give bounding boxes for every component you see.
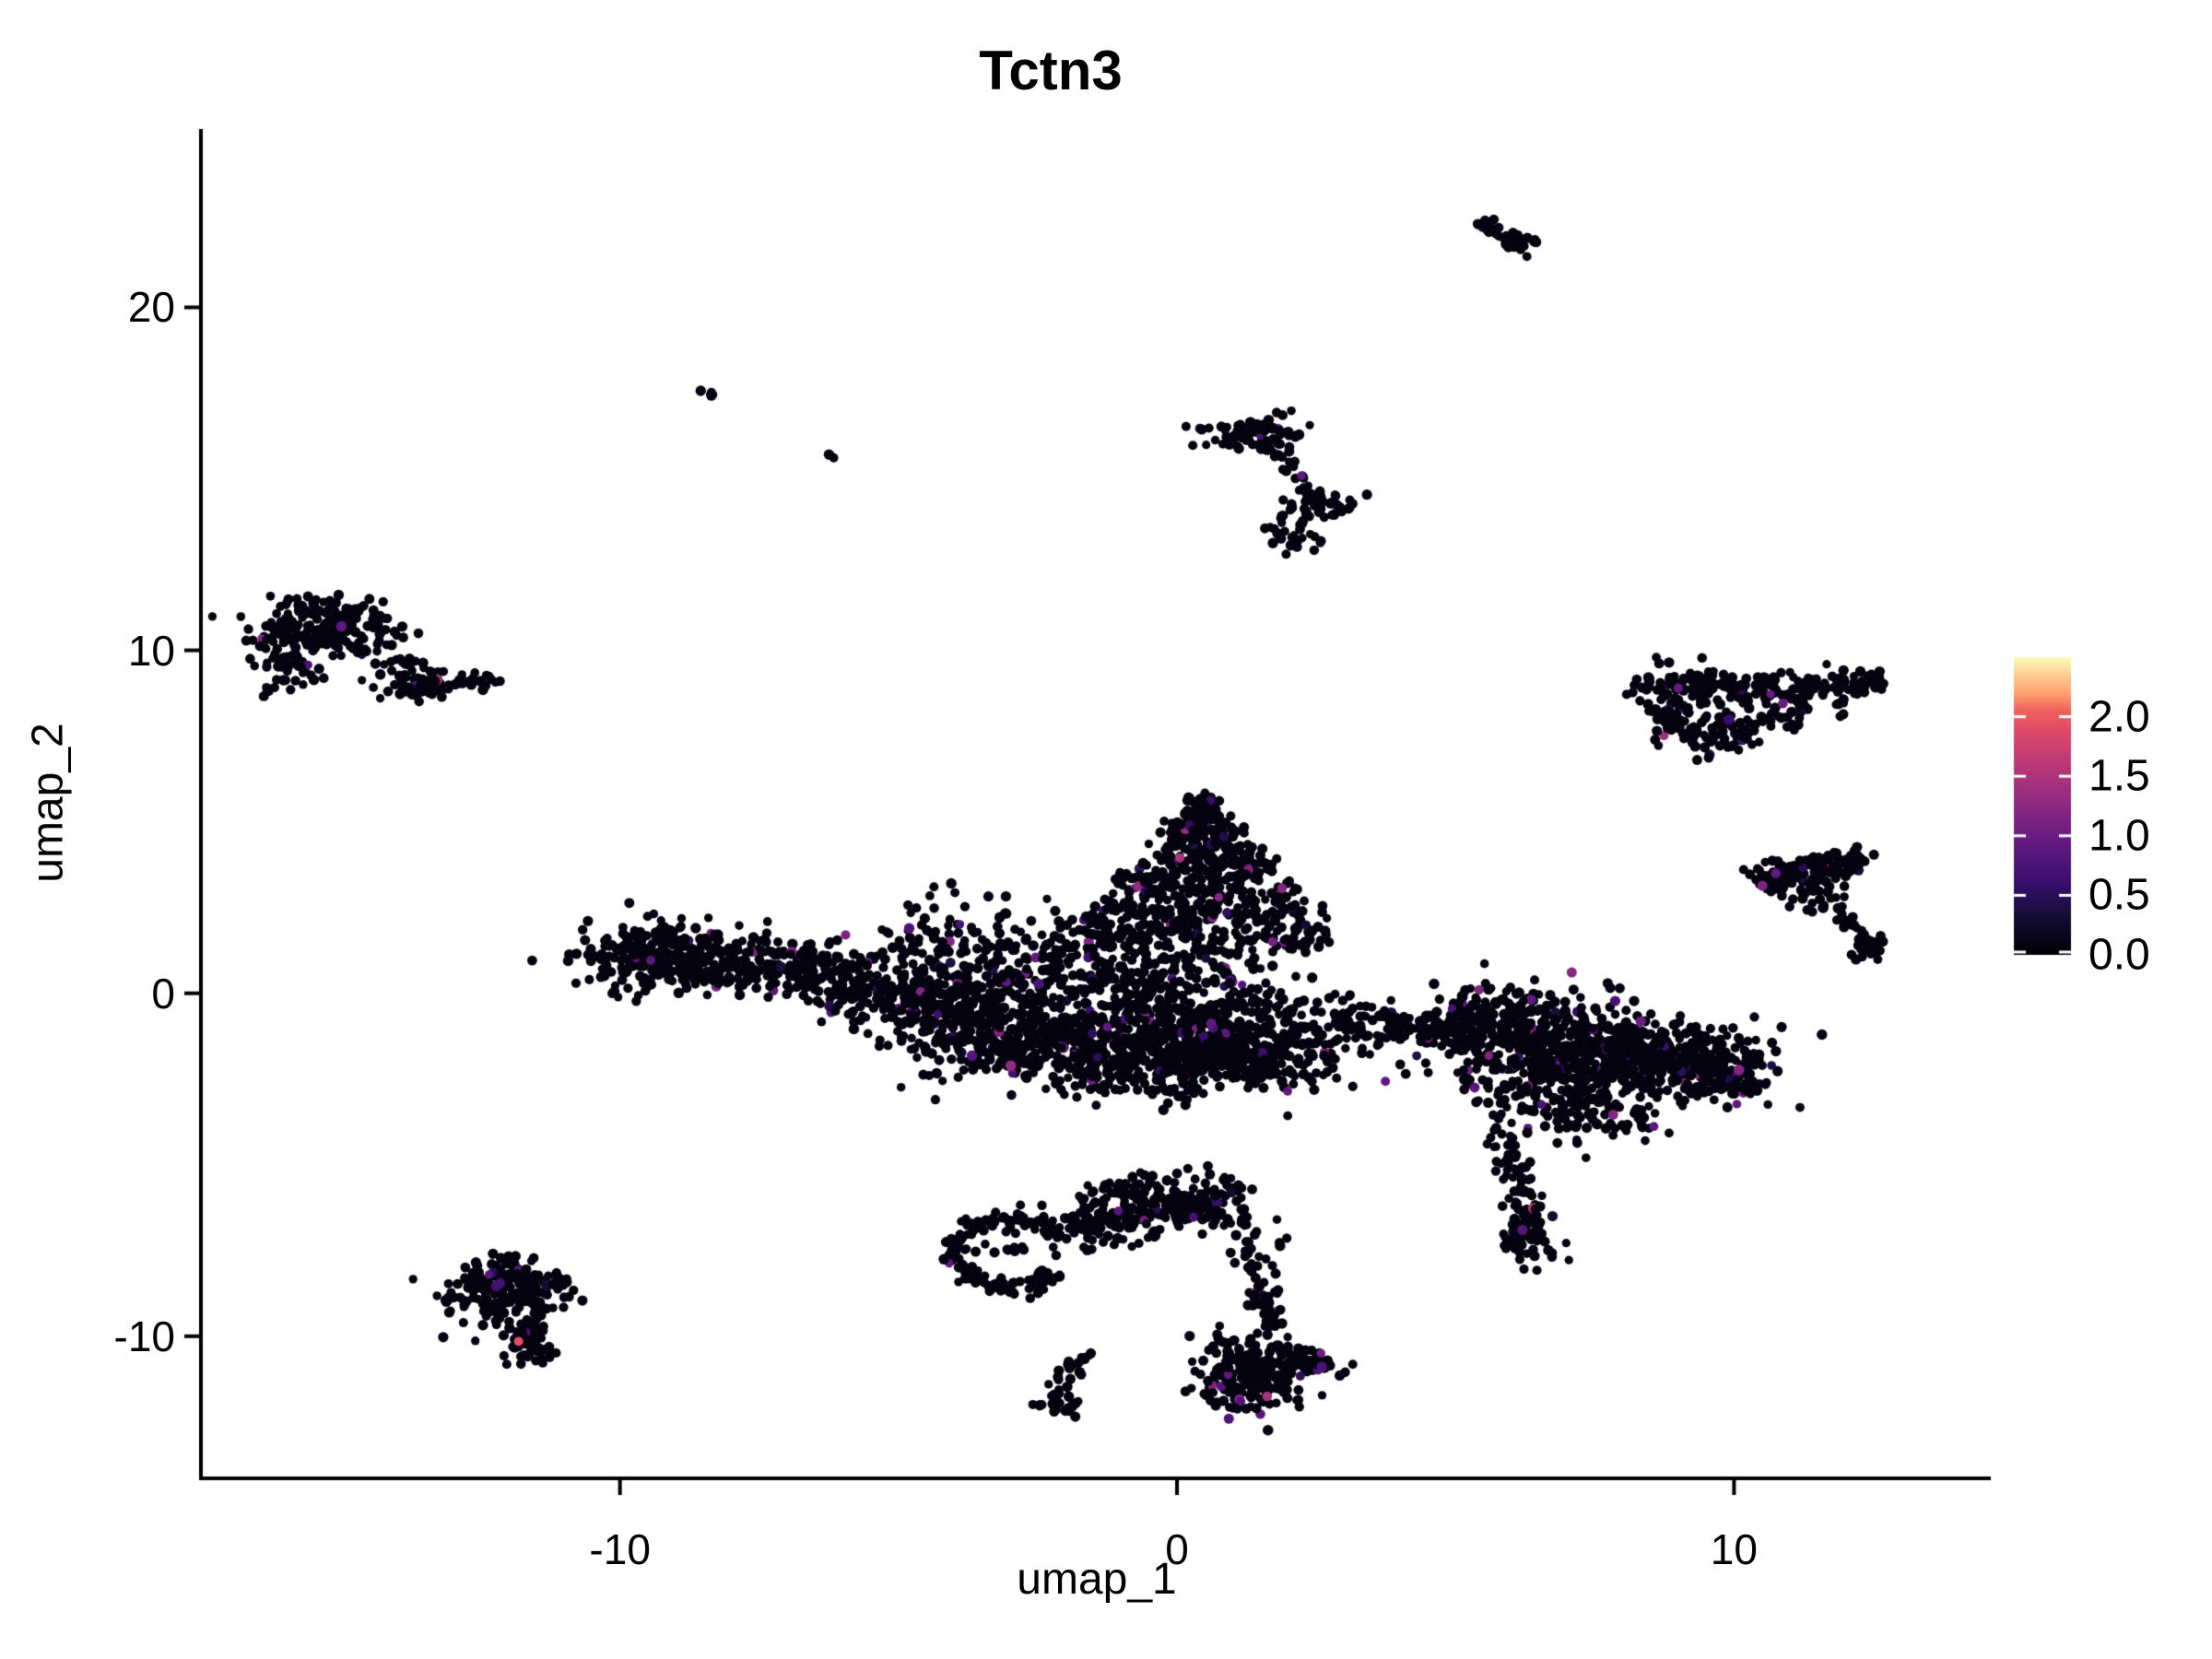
legend-tick-label-2: 1.0	[2088, 811, 2150, 861]
x-tick-label-2: 10	[1710, 1525, 1758, 1573]
y-tick-label-3: -10	[113, 1312, 175, 1360]
legend-tick-label-1: 1.5	[2088, 751, 2150, 801]
x-tick-label-1: 0	[1165, 1525, 1189, 1573]
legend-tick-label-3: 0.5	[2088, 870, 2150, 920]
y-tick-label-2: 0	[151, 969, 175, 1018]
y-tick-label-1: 10	[127, 626, 175, 675]
plot-title: Tctn3	[979, 40, 1123, 101]
x-tick-label-0: -10	[589, 1525, 651, 1573]
x-axis-label: umap_1	[1017, 1555, 1177, 1604]
y-axis-label: umap_2	[23, 723, 73, 883]
legend-tick-label-0: 2.0	[2088, 692, 2150, 742]
y-tick-label-0: 20	[127, 283, 175, 332]
legend-tick-label-4: 0.0	[2088, 930, 2150, 980]
